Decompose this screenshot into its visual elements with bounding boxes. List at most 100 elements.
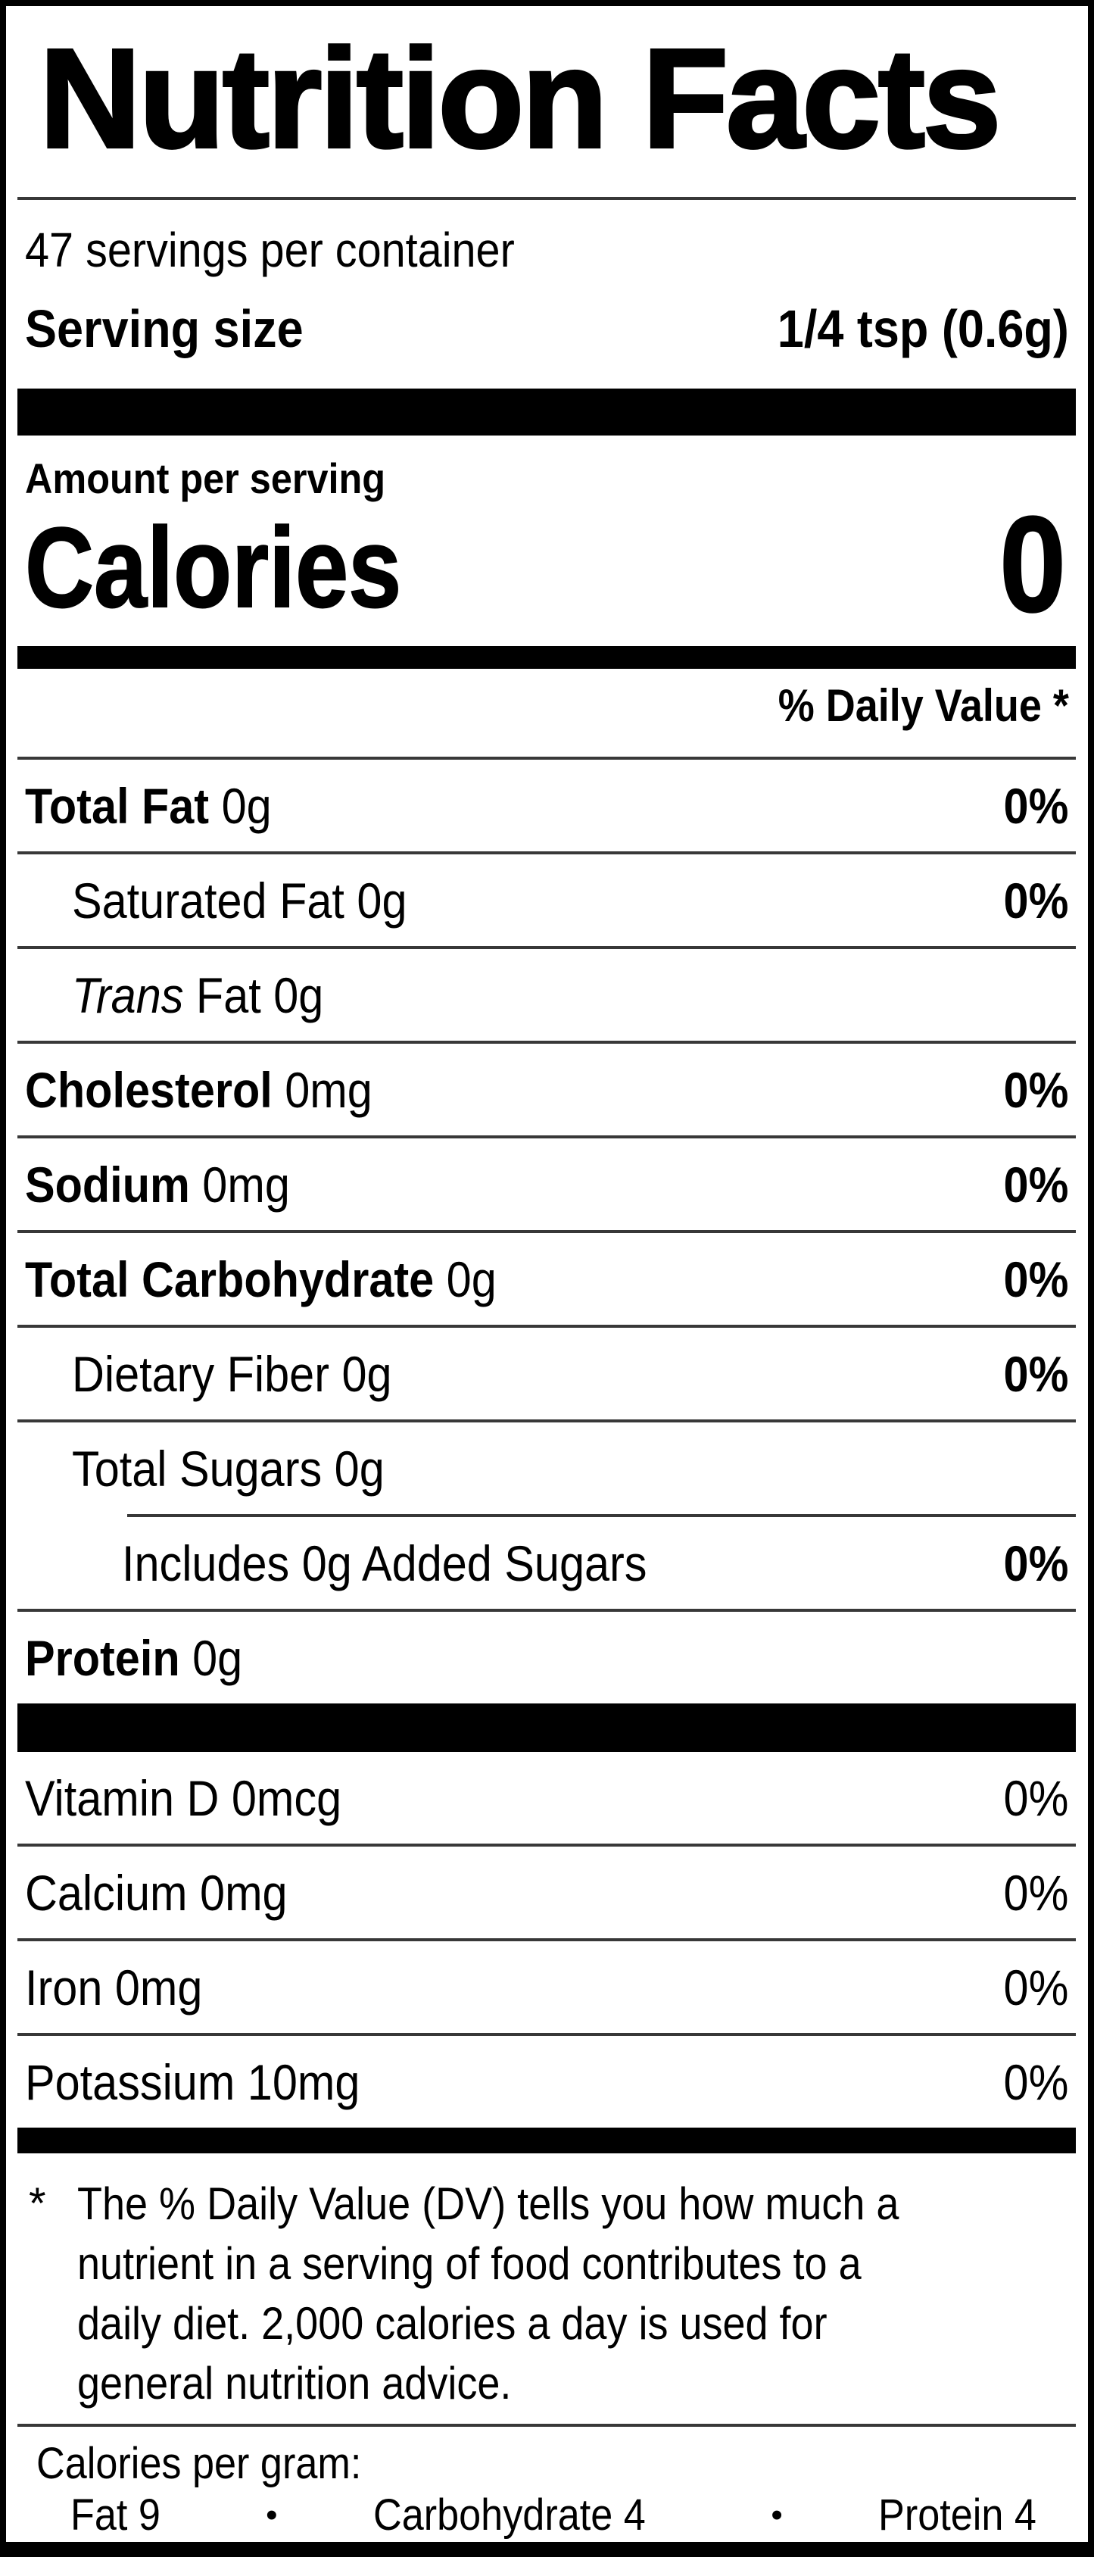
amount-per-serving-text: Amount per serving xyxy=(25,454,386,502)
nutrient-name: Iron 0mg xyxy=(25,1959,202,2016)
calories-per-gram-item: Fat 9 xyxy=(70,2490,161,2540)
nutrient-name-part: Sodium xyxy=(25,1156,190,1213)
nutrient-row: Protein 0g xyxy=(17,1612,1076,1703)
micronutrient-rows: Vitamin D 0mcg 0% Calcium 0mg 0% Iron 0mg 0% P… xyxy=(17,1752,1076,2128)
nutrient-row: Cholesterol 0mg 0% xyxy=(17,1044,1076,1135)
row-divider xyxy=(17,1041,1076,1044)
nutrient-name-part: Iron 0mg xyxy=(25,1959,203,2016)
calories-per-gram-label-text: Calories per gram: xyxy=(36,2439,362,2488)
bullet-separator: • xyxy=(266,2496,278,2534)
nutrient-name-part: Includes 0g Added Sugars xyxy=(122,1535,647,1591)
nutrient-name: Saturated Fat 0g xyxy=(72,872,407,929)
nutrient-daily-value: 0% xyxy=(1003,872,1068,929)
calories-label: Calories xyxy=(24,504,402,631)
row-divider xyxy=(17,2033,1076,2036)
footnote-line-wrap: nutrient in a serving of food contribute… xyxy=(77,2234,990,2293)
nutrient-name-part: Calcium 0mg xyxy=(25,1864,288,1921)
calories-per-gram-row: Fat 9 • Carbohydrate 4 • Protein 4 xyxy=(25,2492,1054,2539)
nutrient-daily-value: 0% xyxy=(1003,1251,1068,1307)
bullet-separator: • xyxy=(771,2496,783,2534)
row-divider xyxy=(17,1609,1076,1612)
footnote-line-wrap: The % Daily Value (DV) tells you how muc… xyxy=(77,2174,990,2234)
nutrient-daily-value: 0% xyxy=(1003,777,1068,834)
nutrient-name-part: Potassium 10mg xyxy=(25,2053,360,2110)
nutrient-row: Total Carbohydrate 0g 0% xyxy=(17,1233,1076,1325)
nutrient-name: Trans Fat 0g xyxy=(72,966,323,1024)
nutrient-name-part: 0g xyxy=(434,1251,497,1307)
serving-size-label: Serving size xyxy=(25,299,304,358)
nutrient-name: Potassium 10mg xyxy=(25,2053,360,2111)
calories-value: 0 xyxy=(999,489,1067,641)
footnote: * The % Daily Value (DV) tells you how m… xyxy=(29,2174,990,2413)
medium-separator-bar xyxy=(17,646,1076,669)
servings-per-container: 47 servings per container xyxy=(25,224,569,276)
servings-per-container-text: 47 servings per container xyxy=(25,223,515,277)
title-divider xyxy=(17,197,1076,200)
nutrient-name: Total Sugars 0g xyxy=(72,1440,385,1497)
nutrient-name: Vitamin D 0mcg xyxy=(25,1769,341,1827)
row-divider xyxy=(17,1419,1076,1422)
serving-size-value: 1/4 tsp (0.6g) xyxy=(777,299,1069,358)
calories-row: Calories 0 xyxy=(24,489,1067,641)
row-divider xyxy=(17,851,1076,854)
row-divider xyxy=(127,1514,1076,1517)
nutrient-name: Dietary Fiber 0g xyxy=(72,1345,392,1403)
nutrient-name: Includes 0g Added Sugars xyxy=(122,1535,647,1592)
thick-separator-bar xyxy=(17,389,1076,436)
nutrient-name-part: Total Fat xyxy=(25,777,210,834)
calories-per-gram-item: Protein 4 xyxy=(877,2490,1036,2540)
nutrient-daily-value: 0% xyxy=(1003,1959,1068,2016)
footnote-line: nutrient in a serving of food contribute… xyxy=(77,2238,862,2289)
nutrient-row: Total Sugars 0g xyxy=(17,1422,1076,1514)
nutrient-name-part: Saturated Fat 0g xyxy=(72,872,407,929)
nutrient-name-part: Vitamin D 0mcg xyxy=(25,1769,342,1826)
nutrient-daily-value: 0% xyxy=(1003,1156,1068,1213)
nutrient-name-part: 0mg xyxy=(189,1156,290,1213)
nutrient-daily-value: 0% xyxy=(1003,1345,1068,1402)
nutrient-name-part: 0g xyxy=(209,777,272,834)
footnote-line: general nutrition advice. xyxy=(77,2358,512,2409)
row-divider xyxy=(17,1938,1076,1941)
row-divider xyxy=(17,1230,1076,1233)
nutrient-row: Saturated Fat 0g 0% xyxy=(17,854,1076,946)
nutrient-daily-value: 0% xyxy=(1003,2053,1068,2110)
nutrient-name-part: Total Carbohydrate xyxy=(25,1251,435,1307)
nutrient-daily-value: 0% xyxy=(1003,1864,1068,1921)
nutrient-row: Vitamin D 0mcg 0% xyxy=(17,1752,1076,1844)
row-divider xyxy=(17,757,1076,760)
serving-size-row: Serving size 1/4 tsp (0.6g) xyxy=(25,300,1069,358)
nutrient-name-part: Protein xyxy=(25,1629,180,1686)
row-divider xyxy=(17,946,1076,949)
daily-value-header-text: % Daily Value * xyxy=(778,680,1069,731)
macronutrient-rows: Total Fat 0g 0% Saturated Fat 0g 0% Trans Fa… xyxy=(17,757,1076,1703)
nutrient-daily-value: 0% xyxy=(1003,1061,1068,1118)
nutrient-row: Total Fat 0g 0% xyxy=(17,760,1076,851)
nutrient-name: Cholesterol 0mg xyxy=(25,1061,372,1119)
nutrient-row: Dietary Fiber 0g 0% xyxy=(17,1328,1076,1419)
nutrient-name: Total Carbohydrate 0g xyxy=(25,1251,497,1308)
nutrient-row: Sodium 0mg 0% xyxy=(17,1138,1076,1230)
nutrient-row: Calcium 0mg 0% xyxy=(17,1847,1076,1938)
nutrient-daily-value: 0% xyxy=(1003,1769,1068,1826)
nutrient-name-part: Total Sugars 0g xyxy=(72,1440,385,1497)
nutrient-name-part: Dietary Fiber 0g xyxy=(72,1345,392,1402)
row-divider xyxy=(17,1325,1076,1328)
footnote-asterisk: * xyxy=(29,2179,46,2228)
thick-separator-bar-protein xyxy=(17,1703,1076,1752)
calories-per-gram-label: Calories per gram: xyxy=(36,2440,397,2487)
footnote-line-wrap: daily diet. 2,000 calories a day is used… xyxy=(77,2293,990,2353)
nutrient-name-part: 0mg xyxy=(272,1061,372,1118)
nutrient-row: Includes 0g Added Sugars 0% xyxy=(17,1517,1076,1609)
thick-separator-bar-footnote xyxy=(17,2128,1076,2153)
nutrient-name-part: 0g xyxy=(179,1629,243,1686)
footer-divider xyxy=(17,2424,1076,2427)
footnote-text: The % Daily Value (DV) tells you how muc… xyxy=(77,2174,990,2413)
nutrient-name: Calcium 0mg xyxy=(25,1864,288,1922)
nutrient-daily-value: 0% xyxy=(1003,1535,1068,1591)
row-divider xyxy=(17,1135,1076,1138)
nutrient-name: Sodium 0mg xyxy=(25,1156,290,1213)
daily-value-header: % Daily Value * xyxy=(746,682,1069,730)
nutrient-name-part: Fat 0g xyxy=(183,966,324,1023)
calories-per-gram-item: Carbohydrate 4 xyxy=(372,2490,646,2540)
